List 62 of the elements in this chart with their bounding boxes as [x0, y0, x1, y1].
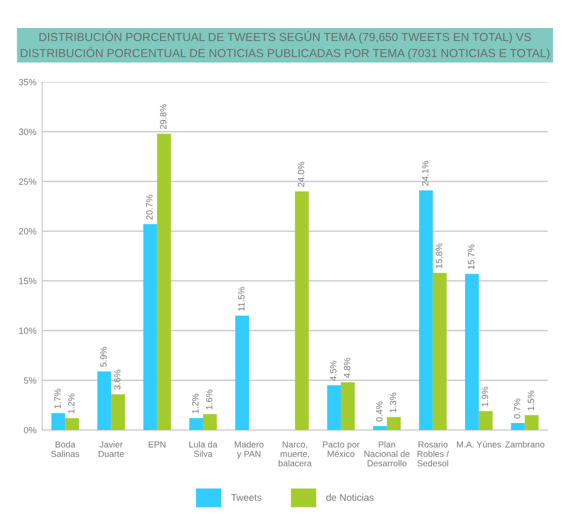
bar — [327, 385, 341, 430]
x-tick-label: Plan Nacional de Desarrollo — [364, 441, 410, 466]
legend-label: de Noticias — [326, 494, 374, 501]
x-tick-label: Boda Salinas — [51, 441, 80, 457]
bar — [51, 413, 66, 430]
bar — [235, 316, 250, 430]
x-tick-label: M.A. Yúnes — [457, 441, 502, 448]
y-tick-label: 35% — [18, 78, 36, 86]
y-tick-label: 20% — [19, 228, 36, 234]
bar — [157, 134, 171, 430]
data-label: 1.9% — [482, 386, 488, 406]
data-label: 0.7% — [514, 398, 520, 419]
data-label: 29.8% — [160, 104, 166, 130]
x-tick-label: Javier Duarte — [98, 441, 124, 457]
bar — [465, 274, 479, 430]
bar — [65, 418, 79, 430]
data-label: 4.8% — [344, 358, 350, 378]
data-label: 1.2% — [68, 394, 74, 414]
y-tick-label: 0% — [24, 426, 36, 434]
y-tick-label: 30% — [18, 128, 36, 136]
data-label: 4.5% — [330, 360, 336, 381]
bar — [478, 411, 493, 430]
data-label: 15.8% — [436, 243, 442, 268]
y-tick-label: 10% — [19, 328, 36, 334]
bar — [511, 423, 525, 430]
bar — [386, 417, 401, 430]
data-label: 1.5% — [528, 390, 534, 410]
legend-label: Tweets — [231, 494, 262, 501]
x-tick-label: Pacto por México — [322, 441, 360, 457]
data-label: 24.0% — [298, 162, 304, 187]
bar — [189, 418, 204, 430]
data-label: 1.7% — [54, 388, 61, 408]
x-tick-label: EPN — [148, 441, 166, 448]
bar — [294, 191, 309, 430]
x-tick-label: Madero y PAN — [234, 441, 264, 459]
bar — [203, 414, 217, 430]
y-tick-label: 5% — [24, 377, 36, 384]
bar — [419, 190, 433, 430]
data-label: 5.9% — [100, 346, 107, 367]
bar — [340, 382, 355, 430]
y-tick-label: 15% — [19, 278, 36, 284]
bar — [373, 426, 387, 430]
x-tick-label: Lula da Silva — [189, 441, 218, 457]
bar — [432, 272, 447, 430]
bar — [111, 394, 125, 430]
data-label: 20.7% — [146, 194, 153, 220]
data-label: 1.2% — [192, 394, 199, 414]
data-label: 1.3% — [390, 392, 396, 412]
bar — [97, 371, 112, 430]
chart-title: DISTRIBUCIÓN PORCENTUAL DE TWEETS SEGÚN TEMA (79,650 TWEETS EN TOTAL) VS DISTRIBUCIÓN PORCENTUAL DE NOTICIAS PUBLICADAS POR TEMA (7031 NOTICIAS E TOTAL) — [20, 30, 550, 60]
bar — [143, 224, 158, 430]
data-label: 1.6% — [206, 390, 212, 410]
data-label: 11.5% — [238, 286, 245, 311]
data-label: 15.7% — [468, 244, 474, 270]
data-label: 0.4% — [376, 402, 382, 422]
y-tick-label: 25% — [19, 178, 36, 185]
bar — [524, 415, 539, 430]
data-label: 24.1% — [422, 160, 428, 186]
x-tick-label: Narco, muerte, balacera — [278, 441, 312, 466]
x-tick-label: Zambrano — [505, 441, 544, 448]
x-tick-label: Rosario Robles / Sedesol — [417, 441, 449, 466]
data-label: 3.6% — [114, 370, 120, 390]
